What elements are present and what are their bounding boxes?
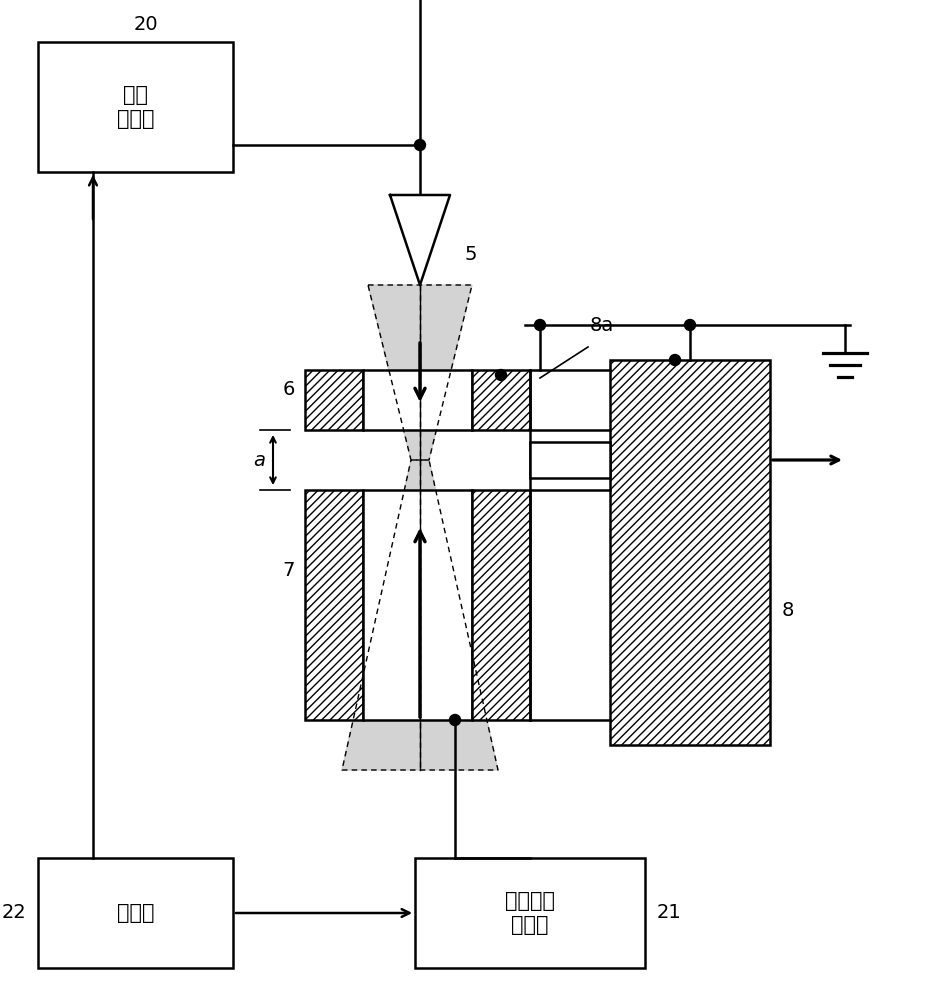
Text: 20: 20 xyxy=(133,15,158,34)
Text: 22: 22 xyxy=(1,904,26,922)
Text: 8a: 8a xyxy=(590,316,614,335)
Text: 8: 8 xyxy=(782,600,794,619)
Bar xyxy=(530,442,610,478)
Circle shape xyxy=(535,320,546,330)
Circle shape xyxy=(670,355,680,365)
Text: a: a xyxy=(253,450,265,470)
Bar xyxy=(305,490,363,720)
Bar xyxy=(38,42,233,172)
Bar xyxy=(610,360,770,745)
Bar xyxy=(363,370,472,430)
Polygon shape xyxy=(390,195,450,285)
Text: 5: 5 xyxy=(465,245,478,264)
Circle shape xyxy=(450,714,461,726)
Circle shape xyxy=(495,369,507,380)
Bar xyxy=(38,858,233,968)
Text: 控制部: 控制部 xyxy=(117,903,154,923)
Text: 7: 7 xyxy=(283,560,295,580)
Polygon shape xyxy=(368,285,472,460)
Bar xyxy=(415,858,645,968)
Polygon shape xyxy=(342,460,498,770)
Circle shape xyxy=(685,320,695,330)
Bar xyxy=(305,370,363,430)
Bar xyxy=(472,370,530,430)
Bar xyxy=(363,490,472,720)
Text: 喷嘴
电源部: 喷嘴 电源部 xyxy=(117,85,154,129)
Text: 6: 6 xyxy=(283,380,295,399)
Bar xyxy=(472,490,530,720)
Text: 反射电极
电源部: 反射电极 电源部 xyxy=(505,891,555,935)
Text: 21: 21 xyxy=(657,904,682,922)
Circle shape xyxy=(414,139,425,150)
